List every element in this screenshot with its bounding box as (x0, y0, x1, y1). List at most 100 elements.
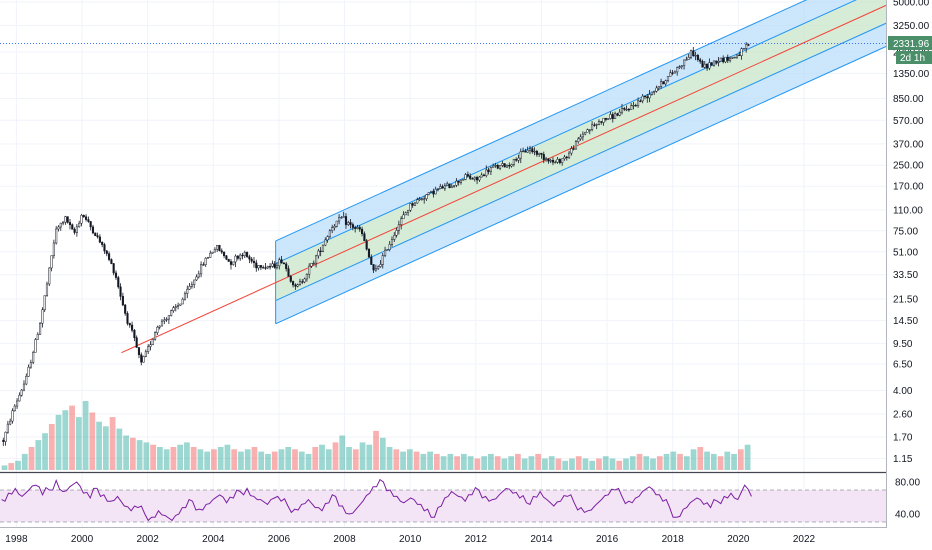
candle-body (32, 352, 35, 363)
candle-body (604, 117, 607, 120)
candle-body (538, 152, 541, 155)
volume-bar (42, 433, 48, 470)
x-tick-label: 2012 (465, 534, 488, 545)
volume-bar (406, 449, 413, 470)
candle-body (18, 394, 21, 402)
candle-body (9, 420, 12, 425)
candle-body (519, 151, 522, 159)
candle-body (634, 104, 637, 107)
candle-body (489, 167, 492, 172)
candle-body (443, 185, 446, 189)
candle-body (607, 118, 610, 120)
candle-body (275, 265, 279, 268)
candle-body (522, 150, 525, 153)
candle-body (574, 141, 578, 150)
volume-bar (15, 460, 21, 470)
candle-body (611, 114, 614, 119)
y-tick-label: 6.50 (893, 360, 913, 371)
volume-bar (460, 453, 467, 470)
candle-body (370, 256, 373, 265)
candle-body (386, 249, 389, 251)
candle-body (78, 222, 81, 228)
candle-body (39, 323, 42, 335)
candle-body (234, 255, 237, 263)
candle-body (685, 59, 688, 61)
volume-bar (197, 449, 204, 470)
candle-body (494, 164, 497, 167)
rsi-axis-labels: 80.00 40.00 (895, 478, 920, 521)
candle-body (206, 257, 210, 259)
candle-body (250, 258, 253, 262)
candle-body (407, 210, 410, 213)
volume-bar (393, 449, 400, 470)
candle-body (568, 152, 571, 158)
volume-bar (238, 451, 244, 470)
candle-body (16, 400, 19, 407)
volume-bar (494, 456, 501, 470)
volume-bar (204, 451, 211, 470)
x-tick-label: 2004 (202, 534, 225, 545)
candle-body (466, 174, 469, 177)
candle-body (731, 57, 734, 59)
volume-bar (636, 453, 643, 470)
candle-body (515, 159, 518, 161)
candle-body (554, 161, 557, 164)
candle-body (91, 226, 95, 234)
candle-body (101, 241, 104, 245)
candle-body (712, 60, 716, 66)
candle-body (225, 255, 228, 260)
candle-body (404, 212, 407, 216)
y-tick-label: 570.00 (893, 116, 924, 127)
candle-body (618, 111, 621, 116)
candle-body (156, 326, 159, 333)
candle-body (742, 48, 745, 50)
regression-channel (121, 0, 887, 354)
volume-bar (251, 447, 258, 470)
volume-bars (1, 401, 751, 470)
candle-body (455, 180, 458, 186)
x-tick-label: 2000 (71, 534, 94, 545)
volume-bar (339, 435, 346, 470)
candle-body (384, 249, 387, 256)
volume-bar (21, 453, 28, 470)
y-tick-label: 110.00 (893, 205, 923, 216)
candle-body (351, 224, 354, 228)
candle-body (197, 273, 200, 278)
candle-body (393, 235, 396, 240)
candle-body (545, 158, 548, 160)
volume-bar (690, 449, 697, 470)
candle-body (211, 251, 214, 254)
candle-body (724, 56, 727, 63)
x-tick-label: 2006 (268, 534, 291, 545)
candle-body (66, 216, 69, 223)
volume-bar (697, 447, 704, 470)
volume-bar (82, 401, 89, 470)
candle-body (533, 150, 536, 153)
candle-body (64, 216, 67, 223)
candle-body (430, 190, 433, 193)
candle-body (218, 244, 221, 251)
candle-body (170, 310, 173, 316)
candle-body (94, 232, 97, 237)
y-tick-label: 370.00 (893, 139, 924, 150)
candle-body (356, 227, 359, 229)
volume-bar (96, 421, 102, 470)
x-tick-label: 1998 (5, 534, 28, 545)
candle-body (499, 165, 502, 169)
candle-body (186, 288, 189, 294)
candle-body (349, 222, 352, 225)
candle-body (735, 54, 739, 58)
y-tick-label: 1.15 (893, 454, 913, 465)
candle-body (264, 267, 267, 269)
volume-bar (211, 449, 217, 470)
y-tick-label: 850.00 (893, 94, 924, 105)
volume-bar (285, 447, 292, 470)
candle-body (289, 276, 292, 282)
candle-body (627, 108, 630, 111)
y-tick-label: 75.00 (893, 226, 918, 237)
candle-body (287, 268, 290, 277)
candle-body (259, 265, 262, 268)
candle-body (528, 148, 532, 151)
